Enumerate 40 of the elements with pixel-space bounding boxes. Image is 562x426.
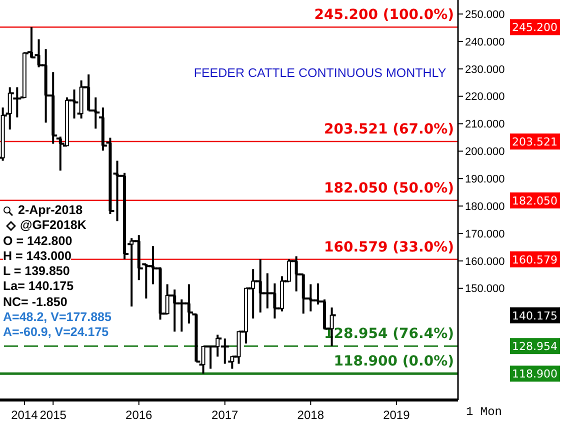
text: 140.175: [512, 309, 558, 322]
annotation: 2-Apr-2018: [18, 203, 83, 218]
annotation: A=-60.9, V=24.175: [3, 325, 109, 341]
y-tick-label: 210.000: [465, 118, 505, 131]
annotation: A=48.2, V=177.885: [3, 310, 112, 326]
text: 128.954: [512, 340, 558, 354]
text: FEEDER CATTLE CONTINUOUS MONTHLY: [192, 66, 448, 80]
text: 160.579: [512, 253, 558, 266]
annotation: @GF2018K: [20, 218, 86, 234]
ref-line-label: 118.900 (0.0%): [334, 354, 454, 370]
ref-line-label: 203.521 (67.0%): [324, 122, 454, 138]
ref-line-label: 245.200 (100.0%): [314, 7, 454, 24]
y-tick-label: 160.000: [465, 256, 505, 268]
x-tick-label: 2018: [297, 408, 324, 422]
y-tick-label: 180.000: [465, 200, 505, 213]
x-tick-label: 2014: [11, 408, 38, 422]
annotation: NC= -1.850: [3, 294, 68, 310]
annotation: O = 142.800: [3, 234, 72, 249]
ref-line-label: 182.050 (50.0%): [324, 180, 454, 196]
ref-line-label: 160.579 (33.0%): [324, 239, 454, 256]
x-tick-label: 2016: [126, 408, 153, 422]
y-tick-label: 230.000: [465, 64, 505, 76]
x-tick-label: 2015: [40, 408, 67, 422]
y-tick-label: 240.000: [465, 36, 505, 48]
y-tick-label: 150.000: [465, 283, 505, 296]
annotation: H = 143.000: [3, 248, 72, 264]
text: 203.521: [512, 136, 558, 149]
annotation: L = 139.850: [3, 264, 70, 280]
y-tick-label: 220.000: [465, 91, 505, 104]
text: 245.200: [512, 21, 558, 34]
y-tick-label: 250.000: [465, 8, 505, 21]
x-axis-title: 1 Mon: [466, 405, 502, 419]
y-tick-label: 190.000: [465, 174, 505, 186]
y-tick-label: 200.000: [465, 146, 505, 158]
y-tick-label: 170.000: [465, 228, 505, 240]
text: 182.050: [512, 194, 558, 208]
text: 118.900: [512, 368, 558, 381]
x-tick-label: 2019: [383, 408, 410, 422]
x-tick-label: 2017: [212, 408, 239, 422]
annotation: La= 140.175: [3, 279, 74, 295]
